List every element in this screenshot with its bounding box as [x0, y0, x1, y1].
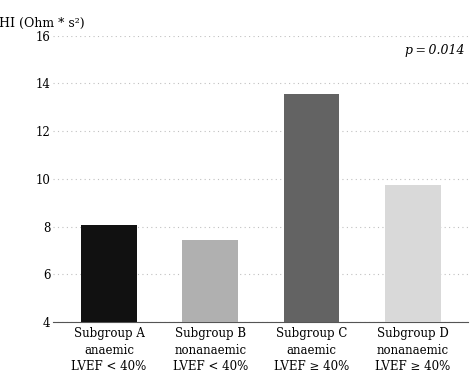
- Text: HI (Ohm * s²): HI (Ohm * s²): [0, 17, 85, 30]
- Text: p = 0.014: p = 0.014: [405, 44, 465, 57]
- Bar: [81, 226, 137, 322]
- Bar: [182, 240, 238, 322]
- Bar: [385, 185, 441, 322]
- Bar: [283, 94, 339, 322]
